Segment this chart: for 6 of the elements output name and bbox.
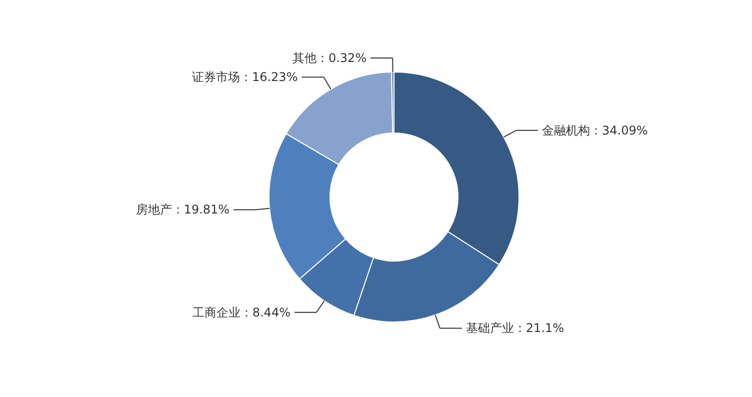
slice-label: 其他：0.32% (292, 51, 367, 66)
slice-label: 基础产业：21.1% (466, 321, 564, 336)
slice-label: 证券市场：16.23% (192, 70, 298, 84)
slice-label: 金融机构：34.09% (542, 123, 648, 138)
slice-label: 工商企业：8.44% (192, 305, 290, 320)
slice-label: 房地产：19.81% (136, 202, 230, 217)
